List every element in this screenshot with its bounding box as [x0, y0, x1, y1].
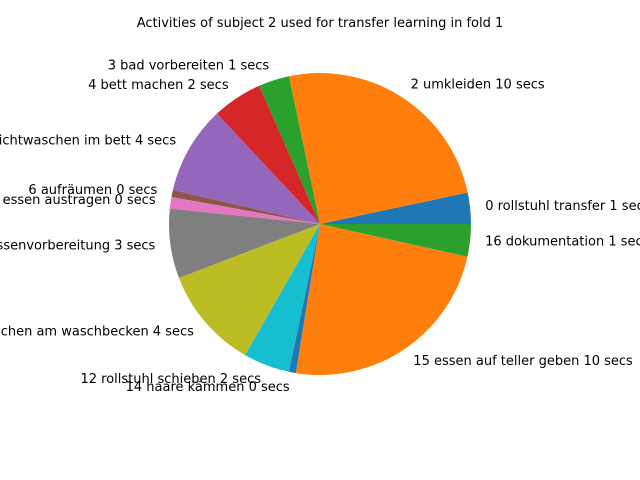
pie-label-2: 3 bad vorbereiten 1 secs [108, 58, 270, 73]
pie-slices [169, 73, 471, 375]
pie-label-12: 16 dokumentation 1 secs [485, 235, 640, 250]
pie-label-3: 4 bett machen 2 secs [88, 78, 229, 93]
pie-label-0: 0 rollstuhl transfer 1 secs [485, 199, 640, 214]
pie-label-8: 10 waschen am waschbecken 4 secs [0, 325, 194, 340]
pie-label-6: 7 essen austragen 0 secs [0, 193, 156, 208]
pie-label-10: 14 haare kämmen 0 secs [126, 380, 290, 395]
chart-title: Activities of subject 2 used for transfe… [137, 16, 504, 31]
pie-label-4: 5 gesichtwaschen im bett 4 secs [0, 134, 176, 149]
pie-label-7: 8 essenvorbereitung 3 secs [0, 238, 156, 253]
pie-label-1: 2 umkleiden 10 secs [411, 77, 545, 92]
pie-label-11: 15 essen auf teller geben 10 secs [413, 354, 633, 369]
